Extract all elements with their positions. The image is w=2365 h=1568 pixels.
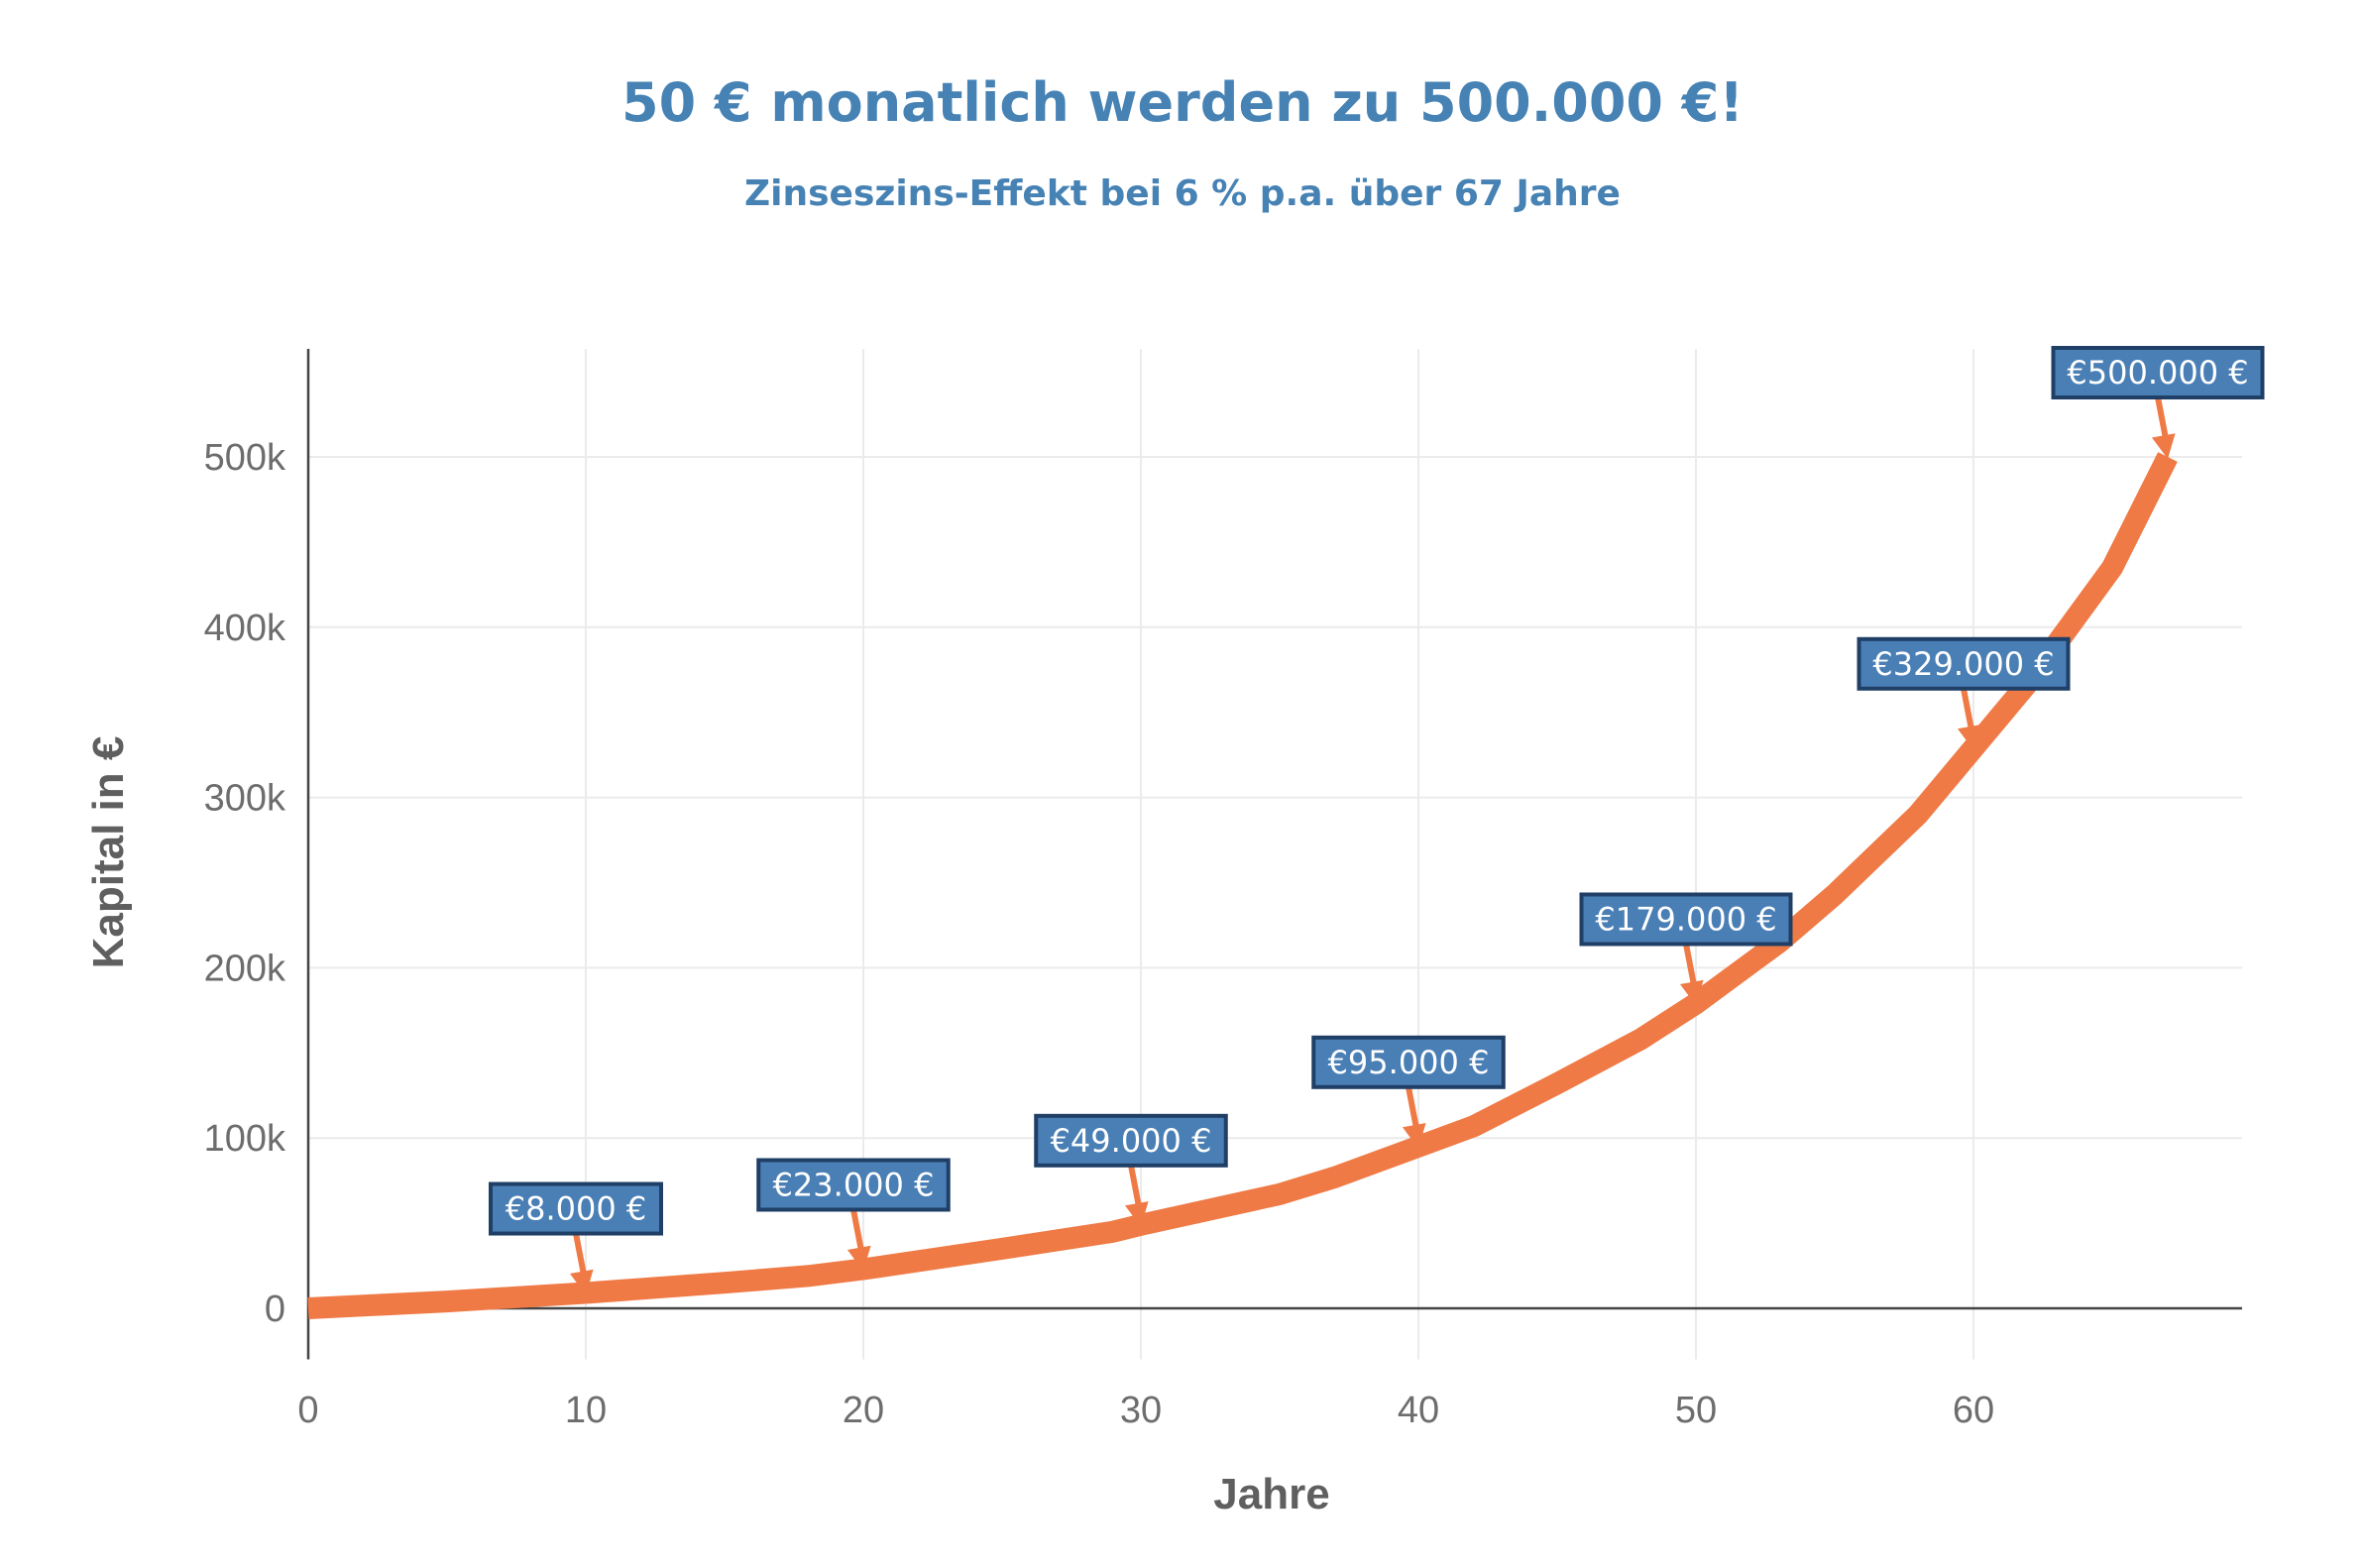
annotation-box <box>489 1181 663 1236</box>
annotation-arrowhead <box>1957 725 1981 750</box>
annotation-arrowhead <box>569 1269 594 1295</box>
annotation-label: €8.000 € <box>506 1190 647 1228</box>
series-line <box>307 452 2178 1319</box>
x-tick-label: 10 <box>565 1390 607 1431</box>
y-tick-label: 0 <box>265 1288 285 1330</box>
annotation: €179.000 € <box>1579 892 1793 1006</box>
annotation: €8.000 € <box>489 1181 663 1295</box>
y-tick-label: 300k <box>204 778 286 820</box>
y-tick-label: 400k <box>204 608 286 649</box>
annotation: €49.000 € <box>1034 1113 1228 1227</box>
x-axis-title: Jahre <box>1213 1470 1329 1518</box>
annotation-arrowhead <box>846 1245 871 1272</box>
annotation-layer: €8.000 € €23.000 € €49.000 € €95.000 € €179.… <box>489 346 2265 1295</box>
annotation-arrowhead <box>1679 979 1704 1006</box>
x-tick-label: 40 <box>1398 1390 1439 1431</box>
annotation-box <box>756 1158 951 1212</box>
y-axis-title: Kapital in € <box>84 736 133 969</box>
y-tick-label: 500k <box>204 437 286 479</box>
chart-title: 50 € monatlich werden zu 500.000 €! <box>621 71 1744 134</box>
annotation-arrowhead <box>1124 1201 1149 1227</box>
annotation-label: €179.000 € <box>1595 900 1776 938</box>
annotation-arrowhead <box>1402 1123 1426 1149</box>
annotation: €329.000 € <box>1857 636 2071 750</box>
y-tick-label: 100k <box>204 1118 286 1160</box>
annotation: €500.000 € <box>2051 346 2265 459</box>
annotation-box <box>1857 636 2071 691</box>
annotation: €23.000 € <box>756 1158 951 1272</box>
annotation-label: €329.000 € <box>1872 645 2054 683</box>
annotation: €95.000 € <box>1311 1035 1506 1149</box>
x-tick-label: 50 <box>1675 1390 1717 1431</box>
annotation-label: €500.000 € <box>2067 354 2248 392</box>
x-tick-label: 60 <box>1953 1390 1994 1431</box>
annotation-box <box>1579 892 1793 947</box>
x-tick-label: 20 <box>843 1390 884 1431</box>
annotation-label: €95.000 € <box>1328 1044 1490 1081</box>
series-layer <box>307 452 2178 1319</box>
y-tick-label: 200k <box>204 948 286 989</box>
annotation-box <box>1311 1035 1506 1089</box>
annotation-arrowhead <box>2151 433 2176 459</box>
annotation-label: €49.000 € <box>1051 1122 1212 1160</box>
x-tick-label: 30 <box>1120 1390 1162 1431</box>
axis-layer: 0 10 20 30 40 50 60 0 100k 200k 300k 400k 500k <box>204 349 2242 1431</box>
annotation-label: €23.000 € <box>773 1166 935 1203</box>
annotation-box <box>1034 1113 1228 1168</box>
annotation-box <box>2051 346 2265 399</box>
chart-subtitle: Zinseszins-Effekt bei 6 % p.a. über 67 J… <box>744 173 1621 214</box>
x-tick-label: 0 <box>297 1390 318 1431</box>
